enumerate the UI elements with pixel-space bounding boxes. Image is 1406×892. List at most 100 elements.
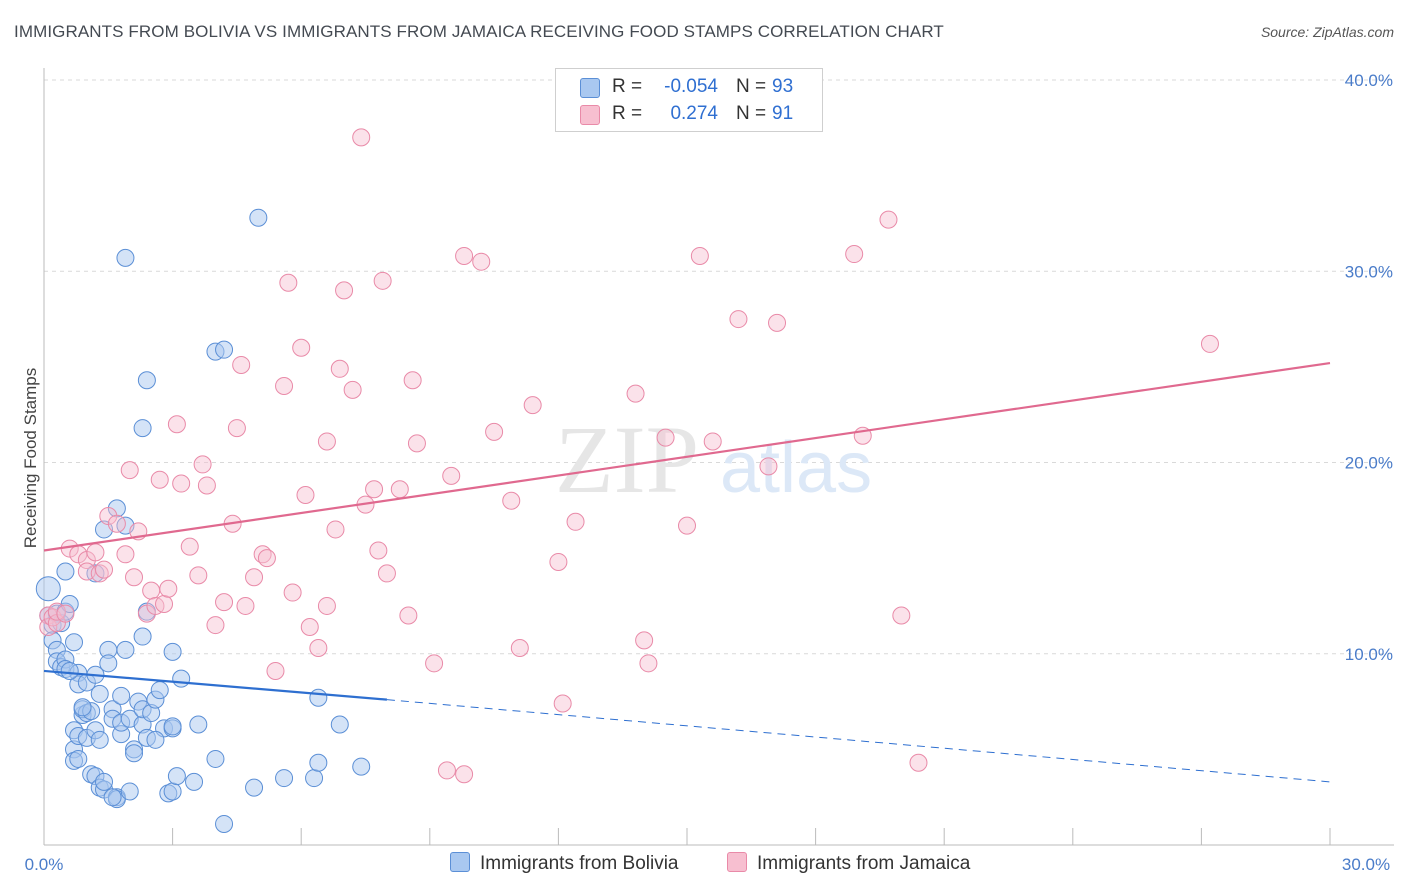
legend-row-jamaica: R = 0.274 N = 91	[556, 101, 822, 127]
jamaica-point	[553, 694, 572, 713]
jamaica-point	[309, 639, 328, 658]
n-label: N =	[736, 103, 767, 124]
jamaica-point	[107, 514, 126, 533]
bolivia-point	[305, 769, 324, 788]
jamaica-point	[335, 281, 354, 300]
bolivia-point	[65, 633, 84, 652]
jamaica-point	[232, 355, 251, 374]
jamaica-point	[485, 422, 504, 441]
bolivia-point	[249, 208, 268, 227]
jamaica-point	[566, 512, 585, 531]
jamaica-point	[472, 252, 491, 271]
jamaica-point	[95, 560, 114, 579]
bolivia-point	[146, 730, 165, 749]
jamaica-point	[116, 545, 135, 564]
tick-labels: 10.0% 20.0% 30.0% 40.0% 0.0% 30.0%	[25, 71, 1393, 874]
bolivia-point	[133, 419, 152, 438]
jamaica-point	[189, 566, 208, 585]
r-value: 0.274	[670, 103, 718, 124]
bolivia-point	[275, 769, 294, 788]
jamaica-point	[227, 419, 246, 438]
jamaica-point	[656, 428, 675, 447]
bolivia-point	[125, 744, 144, 763]
jamaica-point	[549, 552, 568, 571]
bolivia-point	[90, 730, 109, 749]
jamaica-point	[635, 631, 654, 650]
bolivia-point	[245, 778, 264, 797]
bolivia-point	[99, 654, 118, 673]
jamaica-point	[39, 617, 58, 636]
jamaica-trend-line	[43, 361, 1331, 552]
jamaica-point	[407, 434, 426, 453]
bolivia-point	[215, 340, 234, 359]
bolivia-point	[95, 772, 114, 791]
jamaica-point	[442, 466, 461, 485]
jamaica-point	[343, 380, 362, 399]
jamaica-point	[879, 210, 898, 229]
jamaica-point	[245, 568, 264, 587]
jamaica-point	[279, 273, 298, 292]
jamaica-point	[266, 661, 285, 680]
series-bolivia-points	[35, 208, 371, 833]
bolivia-point	[112, 686, 131, 705]
jamaica-point	[167, 415, 186, 434]
bolivia-point	[172, 669, 191, 688]
jamaica-point	[206, 616, 225, 635]
y-tick-label: 10.0%	[1345, 645, 1393, 664]
jamaica-point	[292, 338, 311, 357]
bolivia-trend-extension	[386, 699, 1331, 783]
bolivia-point	[206, 749, 225, 768]
jamaica-point	[120, 461, 139, 480]
jamaica-point	[373, 271, 392, 290]
bolivia-point	[352, 757, 371, 776]
jamaica-point	[399, 606, 418, 625]
jamaica-point	[703, 432, 722, 451]
jamaica-point	[510, 639, 529, 658]
jamaica-point	[352, 128, 371, 147]
jamaica-point	[317, 432, 336, 451]
bolivia-point	[189, 715, 208, 734]
bolivia-point	[56, 562, 75, 581]
bolivia-point	[90, 684, 109, 703]
jamaica-point	[909, 753, 928, 772]
bolivia-point	[309, 753, 328, 772]
bolivia-point	[60, 661, 79, 680]
jamaica-point	[729, 310, 748, 329]
jamaica-point	[283, 583, 302, 602]
n-label: N =	[736, 76, 767, 97]
bolivia-point	[133, 627, 152, 646]
bolivia-point	[163, 642, 182, 661]
jamaica-point	[86, 543, 105, 562]
bolivia-point	[120, 782, 139, 801]
legend-item-bolivia: Immigrants from Bolivia	[450, 852, 679, 875]
jamaica-point	[1200, 334, 1219, 353]
jamaica-point	[377, 564, 396, 583]
legend-label-jamaica: Immigrants from Jamaica	[757, 853, 971, 874]
jamaica-point	[317, 596, 336, 615]
bolivia-point	[116, 640, 135, 659]
jamaica-point	[275, 377, 294, 395]
jamaica-point	[639, 654, 658, 673]
x-tick-label: 0.0%	[25, 855, 64, 874]
correlation-legend: R = -0.054 N = 93 R = 0.274 N = 91	[555, 68, 823, 132]
jamaica-point	[403, 371, 422, 390]
jamaica-point	[437, 761, 456, 780]
axes	[43, 68, 1394, 846]
n-value: 93	[772, 76, 794, 97]
bolivia-point	[163, 717, 182, 736]
jamaica-point	[502, 491, 521, 510]
legend-row-bolivia: R = -0.054 N = 93	[556, 74, 822, 100]
jamaica-point	[296, 486, 315, 505]
source-label: Source: ZipAtlas.com	[1260, 24, 1394, 40]
bolivia-point	[35, 576, 61, 602]
r-value: -0.054	[664, 76, 718, 97]
bolivia-swatch	[580, 78, 600, 98]
jamaica-point	[455, 246, 474, 265]
jamaica-point	[150, 470, 169, 489]
n-value: 91	[772, 103, 794, 124]
jamaica-point	[125, 568, 144, 587]
bolivia-point	[330, 715, 349, 734]
jamaica-point	[455, 765, 474, 784]
bolivia-trend-line	[43, 669, 388, 701]
